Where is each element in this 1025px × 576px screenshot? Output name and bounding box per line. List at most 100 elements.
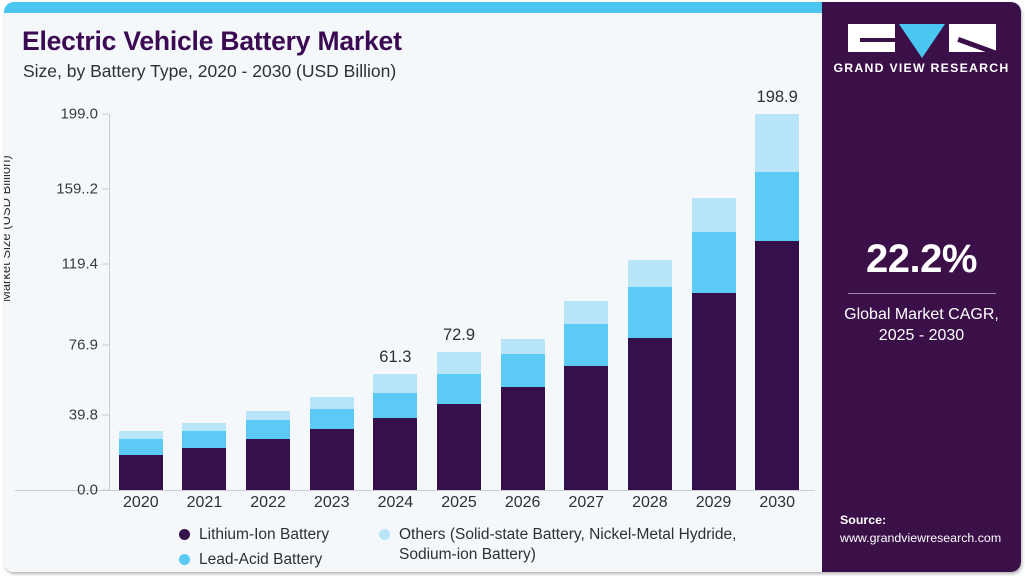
x-tick-label: 2029 [695, 494, 732, 511]
bar-group[interactable] [691, 198, 736, 490]
bar-segment-lithium-ion[interactable] [564, 365, 609, 490]
bar-segment-lead-acid[interactable] [118, 439, 163, 456]
bar-segment-others[interactable] [755, 114, 800, 173]
bar-group[interactable] [246, 410, 291, 490]
x-tick-label: 2028 [632, 494, 668, 511]
x-tick-label: 2024 [377, 494, 414, 511]
bar-segment-others[interactable] [373, 374, 418, 393]
page-title: Electric Vehicle Battery Market [22, 26, 402, 56]
bar-segment-lead-acid[interactable] [627, 287, 672, 339]
cagr-block: 22.2% Global Market CAGR, 2025 - 2030 [822, 239, 1021, 346]
legend-label-lead-acid: Lead-Acid Battery [199, 550, 323, 568]
bar-segment-lithium-ion[interactable] [755, 241, 800, 490]
bar-group[interactable] [627, 259, 672, 490]
bar-group[interactable] [564, 301, 609, 490]
bar-segment-lead-acid[interactable] [182, 431, 227, 449]
bar-segment-others[interactable] [691, 198, 736, 233]
y-tick: 0.0 [77, 482, 109, 499]
y-tick: 76.9 [69, 336, 109, 353]
chart-card: Electric Vehicle Battery Market Size, by… [4, 2, 1021, 572]
y-axis-title: Market Size (USD Billion) [4, 155, 13, 302]
brand-sidebar: GRAND VIEW RESEARCH 22.2% Global Market … [822, 2, 1021, 572]
cagr-value: 22.2% [866, 237, 977, 281]
logo-marks [822, 24, 1021, 58]
legend-swatch-icon-others [379, 529, 390, 540]
bar-segment-lead-acid[interactable] [437, 374, 481, 405]
bar-segment-lead-acid[interactable] [246, 420, 291, 439]
bar-segment-others[interactable] [564, 301, 609, 324]
y-tick: 39.8 [69, 406, 109, 423]
logo-v-triangle-icon [898, 24, 945, 58]
bar-segment-lithium-ion[interactable] [118, 455, 163, 490]
bar-segment-others[interactable] [500, 339, 545, 355]
brand-logo: GRAND VIEW RESEARCH [822, 24, 1021, 75]
bar-segment-others[interactable] [118, 431, 163, 440]
legend-swatch-icon-lithium-ion [179, 529, 190, 540]
bar-group[interactable] [309, 396, 354, 490]
x-tick-label: 2020 [123, 494, 159, 511]
cagr-caption-line-2: 2025 - 2030 [878, 327, 965, 345]
cagr-divider [847, 293, 996, 294]
bar-segment-lead-acid[interactable] [500, 354, 545, 388]
bar-container: 61.3 72.9 198.9 [109, 88, 809, 490]
y-tick-mark [102, 344, 109, 346]
legend-column-left: Lithium-Ion Battery Lead-Acid Battery [179, 525, 329, 572]
bar-segment-lithium-ion[interactable] [437, 404, 481, 490]
page-subtitle: Size, by Battery Type, 2020 - 2030 (USD … [23, 61, 397, 81]
bar-segment-lithium-ion[interactable] [627, 338, 672, 490]
bar-segment-lithium-ion[interactable] [182, 448, 227, 490]
bar-value-label: 198.9 [756, 88, 798, 107]
y-tick-label: 39.8 [68, 406, 98, 424]
source-url: www.grandviewresearch.com [840, 531, 1002, 546]
x-tick-label: 2023 [313, 494, 350, 511]
chart-panel: Electric Vehicle Battery Market Size, by… [4, 13, 822, 572]
bar-segment-others[interactable] [182, 422, 227, 432]
bar-segment-others[interactable] [627, 259, 672, 288]
bar-group[interactable] [118, 431, 163, 490]
legend-item-others: Others (Solid-state Battery, Nickel-Meta… [379, 525, 739, 565]
bar-group[interactable]: 61.3 [373, 348, 418, 490]
bar-group[interactable] [182, 422, 227, 490]
bar-segment-lithium-ion[interactable] [691, 292, 736, 490]
x-tick-label: 2021 [186, 494, 223, 511]
legend-label-others: Others (Solid-state Battery, Nickel-Meta… [399, 526, 737, 563]
y-tick-label: 199.0 [60, 105, 98, 123]
bar-segment-lithium-ion[interactable] [500, 387, 545, 490]
y-axis-line [109, 114, 110, 491]
y-tick-mark [102, 414, 109, 416]
y-tick-label: 76.9 [68, 336, 98, 354]
bar-segment-lead-acid[interactable] [309, 408, 354, 429]
bar-group[interactable] [500, 339, 545, 490]
top-accent-bar [4, 2, 1021, 13]
logo-wordmark: GRAND VIEW RESEARCH [833, 61, 1010, 75]
y-tick: 199.0 [60, 106, 109, 123]
logo-r-icon [948, 24, 996, 52]
bar-segment-lithium-ion[interactable] [246, 439, 291, 490]
bar-segment-lead-acid[interactable] [755, 172, 800, 242]
x-tick-label: 2026 [504, 494, 541, 511]
bar-value-label: 72.9 [442, 326, 476, 345]
legend-label-lithium-ion: Lithium-Ion Battery [199, 526, 330, 543]
bar-group[interactable]: 198.9 [755, 88, 800, 490]
y-tick: 159..2 [56, 181, 109, 198]
bar-segment-lead-acid[interactable] [564, 323, 609, 366]
bar-segment-lead-acid[interactable] [691, 232, 736, 293]
source-label: Source: [840, 513, 887, 528]
cagr-caption-line-1: Global Market CAGR, [844, 306, 999, 323]
y-tick: 119.4 [62, 256, 109, 273]
bar-segment-lead-acid[interactable] [373, 392, 418, 418]
bar-segment-lithium-ion[interactable] [373, 417, 418, 490]
bar-segment-others[interactable] [246, 410, 291, 421]
bar-segment-lithium-ion[interactable] [309, 428, 354, 490]
bar-group[interactable]: 72.9 [437, 326, 481, 490]
y-tick-mark [102, 263, 109, 265]
bar-segment-others[interactable] [309, 396, 354, 409]
y-tick-label: 119.4 [61, 255, 98, 273]
x-tick-label: 2030 [759, 494, 795, 511]
bar-segment-others[interactable] [437, 352, 481, 375]
legend-item-lithium-ion: Lithium-Ion Battery [179, 525, 329, 545]
legend-swatch-icon-lead-acid [179, 553, 190, 565]
y-tick-label: 159..2 [56, 180, 98, 198]
x-tick-label: 2027 [568, 494, 605, 511]
